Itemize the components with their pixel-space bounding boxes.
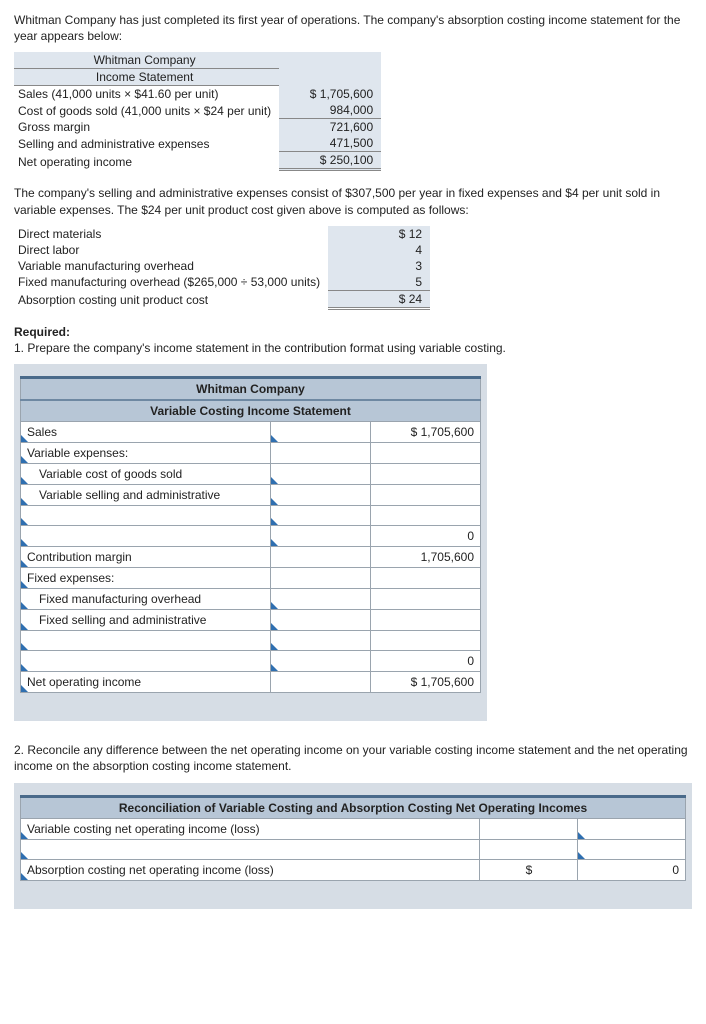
ws1-sales-cell[interactable]: Sales bbox=[21, 422, 271, 443]
sga-value: 471,500 bbox=[279, 135, 381, 152]
ws1-fix-v bbox=[371, 568, 481, 589]
noi-value: $ 250,100 bbox=[279, 152, 381, 170]
requirement-1: 1. Prepare the company's income statemen… bbox=[14, 341, 506, 355]
gm-label: Gross margin bbox=[14, 119, 279, 136]
tot-label: Absorption costing unit product cost bbox=[14, 290, 328, 308]
ws1-vsga-mid[interactable] bbox=[271, 485, 371, 506]
ws1-blank-row2[interactable] bbox=[21, 526, 271, 547]
ws1-subtotal-b: 0 bbox=[371, 651, 481, 672]
ws1-blank-row3-v bbox=[371, 631, 481, 651]
ws1-cm-v: 1,705,600 bbox=[371, 547, 481, 568]
ws1-noi-mid bbox=[271, 672, 371, 693]
worksheet-1-wrap: Whitman Company Variable Costing Income … bbox=[14, 364, 487, 721]
cogs-label: Cost of goods sold (41,000 units × $24 p… bbox=[14, 102, 279, 119]
mid-text: The company's selling and administrative… bbox=[14, 185, 692, 217]
unit-cost-table: Direct materials$ 12 Direct labor4 Varia… bbox=[14, 226, 430, 310]
ws1-blank-row1-v bbox=[371, 506, 481, 526]
ws1-vcogs-cell[interactable]: Variable cost of goods sold bbox=[21, 464, 271, 485]
intro-text: Whitman Company has just completed its f… bbox=[14, 12, 692, 44]
ws1-vcogs-v bbox=[371, 464, 481, 485]
ws1-noi-v: $ 1,705,600 bbox=[371, 672, 481, 693]
ws1-fsga-cell[interactable]: Fixed selling and administrative bbox=[21, 610, 271, 631]
ws1-blank-row1[interactable] bbox=[21, 506, 271, 526]
ws2-row3-val: 0 bbox=[578, 859, 686, 880]
ws2-row2[interactable] bbox=[21, 839, 480, 859]
ws2-row2-val[interactable] bbox=[578, 839, 686, 859]
noi-label: Net operating income bbox=[14, 152, 279, 170]
ws1-sales-mid[interactable] bbox=[271, 422, 371, 443]
ws1-cm-mid bbox=[271, 547, 371, 568]
ws1-blank-row3[interactable] bbox=[21, 631, 271, 651]
ws1-vcogs-mid[interactable] bbox=[271, 464, 371, 485]
ws1-blank-row4-mid[interactable] bbox=[271, 651, 371, 672]
ws1-company: Whitman Company bbox=[21, 378, 481, 401]
vmo-value: 3 bbox=[328, 258, 430, 274]
ws2-row1[interactable]: Variable costing net operating income (l… bbox=[21, 818, 480, 839]
absorption-income-statement: Whitman Company Income Statement Sales (… bbox=[14, 52, 381, 171]
tot-value: $ 24 bbox=[328, 290, 430, 308]
requirement-2: 2. Reconcile any difference between the … bbox=[14, 742, 692, 774]
ws1-fsga-mid[interactable] bbox=[271, 610, 371, 631]
ws2-dollar: $ bbox=[480, 859, 578, 880]
ws1-varexp-cell[interactable]: Variable expenses: bbox=[21, 443, 271, 464]
ws1-fixexp-cell[interactable]: Fixed expenses: bbox=[21, 568, 271, 589]
variable-costing-worksheet: Whitman Company Variable Costing Income … bbox=[20, 376, 481, 693]
sga-label: Selling and administrative expenses bbox=[14, 135, 279, 152]
dl-label: Direct labor bbox=[14, 242, 328, 258]
ws1-blank bbox=[271, 443, 371, 464]
ws1-blank-row4[interactable] bbox=[21, 651, 271, 672]
cogs-value: 984,000 bbox=[279, 102, 381, 119]
ws2-row2-sym bbox=[480, 839, 578, 859]
ws2-row1-val[interactable] bbox=[578, 818, 686, 839]
dm-value: $ 12 bbox=[328, 226, 430, 242]
stmt1-title: Income Statement bbox=[14, 69, 279, 86]
ws1-fmo-v bbox=[371, 589, 481, 610]
sales-label: Sales (41,000 units × $41.60 per unit) bbox=[14, 86, 279, 103]
ws1-cm-cell[interactable]: Contribution margin bbox=[21, 547, 271, 568]
ws2-row1-sym bbox=[480, 818, 578, 839]
vmo-label: Variable manufacturing overhead bbox=[14, 258, 328, 274]
ws1-vsga-cell[interactable]: Variable selling and administrative bbox=[21, 485, 271, 506]
gm-value: 721,600 bbox=[279, 119, 381, 136]
ws1-subtotal-a: 0 bbox=[371, 526, 481, 547]
ws1-noi-cell[interactable]: Net operating income bbox=[21, 672, 271, 693]
ws1-fsga-v bbox=[371, 610, 481, 631]
sales-value: $ 1,705,600 bbox=[279, 86, 381, 103]
ws1-title: Variable Costing Income Statement bbox=[21, 400, 481, 422]
worksheet-2-wrap: Reconciliation of Variable Costing and A… bbox=[14, 783, 692, 909]
ws2-title: Reconciliation of Variable Costing and A… bbox=[21, 796, 686, 818]
ws1-fmo-mid[interactable] bbox=[271, 589, 371, 610]
ws1-sales-val: $ 1,705,600 bbox=[371, 422, 481, 443]
ws1-vsga-v bbox=[371, 485, 481, 506]
required-heading: Required: bbox=[14, 325, 70, 339]
ws1-blank-row1-mid[interactable] bbox=[271, 506, 371, 526]
fmo-value: 5 bbox=[328, 274, 430, 291]
dl-value: 4 bbox=[328, 242, 430, 258]
reconciliation-worksheet: Reconciliation of Variable Costing and A… bbox=[20, 795, 686, 881]
stmt1-company: Whitman Company bbox=[14, 52, 279, 69]
ws2-row3[interactable]: Absorption costing net operating income … bbox=[21, 859, 480, 880]
ws1-fmo-cell[interactable]: Fixed manufacturing overhead bbox=[21, 589, 271, 610]
dm-label: Direct materials bbox=[14, 226, 328, 242]
ws1-blank-v bbox=[371, 443, 481, 464]
ws1-blank-row2-mid[interactable] bbox=[271, 526, 371, 547]
ws1-blank-row3-mid[interactable] bbox=[271, 631, 371, 651]
fmo-label: Fixed manufacturing overhead ($265,000 ÷… bbox=[14, 274, 328, 291]
ws1-fix-mid bbox=[271, 568, 371, 589]
